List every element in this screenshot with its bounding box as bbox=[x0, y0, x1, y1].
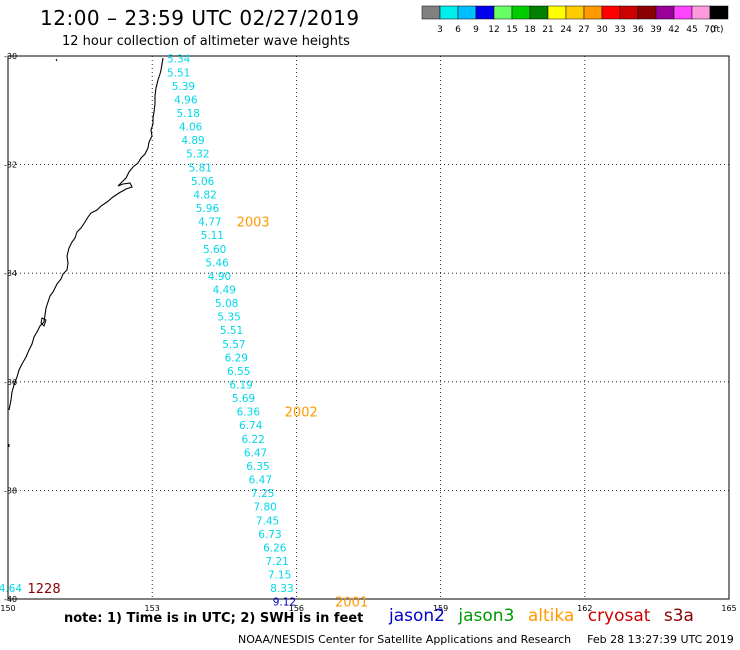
swh-label: 5.81 bbox=[189, 162, 212, 174]
swh-label: 5.06 bbox=[191, 176, 215, 188]
coastline-dot bbox=[55, 58, 58, 62]
lat-lon-grid bbox=[8, 56, 729, 599]
y-tick-label: -36 bbox=[4, 378, 17, 387]
legend-jason3: jason3 bbox=[458, 606, 515, 626]
colorbar: 3 6 9 12 15 18 21 24 27 30 33 36 39 42 45 70(ft) bbox=[421, 5, 729, 35]
swh-label: 4.64 bbox=[0, 583, 22, 595]
swh-label: 5.60 bbox=[203, 244, 226, 256]
x-tick-label: 156 bbox=[289, 604, 304, 613]
wave-measurements: 5.345.515.394.965.184.064.895.325.815.06… bbox=[0, 54, 296, 609]
y-tick-label: -34 bbox=[4, 269, 17, 278]
credit-line: NOAA/NESDIS Center for Satellite Applica… bbox=[238, 633, 734, 646]
y-tick-label: -40 bbox=[4, 595, 17, 604]
time-labels: 2003 2002 2001 1228 bbox=[28, 216, 369, 611]
pass-time-label: 1228 bbox=[28, 582, 61, 597]
colorbar-label: 33 bbox=[614, 25, 625, 35]
swh-label: 4.06 bbox=[179, 122, 203, 134]
coastline-island bbox=[40, 317, 47, 327]
swh-label: 6.19 bbox=[229, 380, 252, 392]
swh-label: 6.73 bbox=[258, 529, 281, 541]
swh-label: 4.82 bbox=[193, 189, 216, 201]
y-tick-label: -32 bbox=[4, 161, 17, 170]
colorbar-label: 15 bbox=[506, 25, 517, 35]
legend-altika: altika bbox=[527, 606, 575, 626]
swh-label: 4.89 bbox=[181, 135, 204, 147]
swh-label: 6.22 bbox=[241, 434, 264, 446]
colorbar-swatch bbox=[709, 5, 729, 20]
axis-ticks: 150 153 156 159 162 165 -30 -32 -34 -36 -38 -40 bbox=[0, 52, 736, 613]
colorbar-label: 36 bbox=[632, 25, 644, 35]
x-tick-label: 150 bbox=[0, 604, 15, 613]
page-title: 12:00 – 23:59 UTC 02/27/2019 bbox=[40, 6, 360, 30]
satellite-legend: jason2 jason3 altika cryosat s3a bbox=[389, 606, 702, 626]
swh-label: 5.69 bbox=[232, 393, 255, 405]
colorbar-label: 27 bbox=[578, 25, 589, 35]
colorbar-label: 39 bbox=[650, 25, 662, 35]
coastline bbox=[8, 57, 164, 411]
colorbar-label: 3 bbox=[437, 25, 443, 35]
swh-label: 5.35 bbox=[217, 312, 240, 324]
legend-jason2: jason2 bbox=[389, 606, 445, 626]
note: note: 1) Time is in UTC; 2) SWH is in fe… bbox=[64, 611, 364, 626]
y-tick-label: -38 bbox=[4, 486, 17, 495]
timestamp: Feb 28 13:27:39 UTC 2019 bbox=[587, 633, 734, 646]
colorbar-label: 21 bbox=[542, 25, 553, 35]
swh-label: 6.74 bbox=[239, 420, 263, 432]
swh-label: 5.18 bbox=[177, 108, 200, 120]
colorbar-label: 42 bbox=[668, 25, 679, 35]
x-tick-label: 162 bbox=[577, 604, 592, 613]
swh-label: 4.49 bbox=[213, 284, 236, 296]
legend-s3a: s3a bbox=[663, 606, 694, 626]
legend-cryosat: cryosat bbox=[587, 606, 651, 626]
x-tick-label: 165 bbox=[721, 604, 736, 613]
swh-label: 6.29 bbox=[225, 352, 248, 364]
swh-label: 5.57 bbox=[222, 339, 245, 351]
swh-label: 5.32 bbox=[186, 149, 209, 161]
colorbar-label: 12 bbox=[488, 25, 499, 35]
swh-label: 5.34 bbox=[167, 54, 191, 66]
colorbar-label: 18 bbox=[524, 25, 536, 35]
pass-time-label: 2003 bbox=[237, 216, 270, 231]
colorbar-label: 24 bbox=[560, 25, 572, 35]
swh-label: 4.77 bbox=[198, 217, 221, 229]
colorbar-label: 45 bbox=[686, 25, 697, 35]
y-tick-label: -30 bbox=[4, 52, 17, 61]
swh-label: 4.96 bbox=[174, 94, 198, 106]
colorbar-label: 30 bbox=[596, 25, 608, 35]
swh-label: 7.21 bbox=[265, 556, 288, 568]
swh-label: 5.96 bbox=[196, 203, 220, 215]
swh-label: 6.47 bbox=[244, 447, 267, 459]
swh-label: 8.33 bbox=[270, 583, 293, 595]
credit-text: NOAA/NESDIS Center for Satellite Applica… bbox=[238, 633, 572, 646]
x-tick-label: 159 bbox=[433, 604, 448, 613]
swh-label: 7.25 bbox=[251, 488, 274, 500]
colorbar-unit: (ft) bbox=[710, 25, 724, 35]
swh-label: 6.26 bbox=[263, 542, 287, 554]
swh-label: 6.35 bbox=[246, 461, 269, 473]
swh-label: 5.51 bbox=[220, 325, 243, 337]
swh-label: 6.47 bbox=[249, 475, 272, 487]
page-subtitle: 12 hour collection of altimeter wave hei… bbox=[62, 34, 350, 49]
swh-label: 7.15 bbox=[268, 570, 291, 582]
swh-label: 6.36 bbox=[237, 407, 261, 419]
swh-label: 5.46 bbox=[205, 257, 229, 269]
swh-label: 5.39 bbox=[172, 81, 195, 93]
swh-label: 5.51 bbox=[167, 67, 190, 79]
swh-label: 9.12 bbox=[273, 597, 296, 609]
swh-label: 6.55 bbox=[227, 366, 250, 378]
swh-label: 4.90 bbox=[208, 271, 231, 283]
pass-time-label: 2002 bbox=[285, 406, 318, 421]
swh-label: 7.45 bbox=[256, 515, 279, 527]
swh-label: 7.80 bbox=[253, 502, 276, 514]
colorbar-label: 9 bbox=[473, 25, 479, 35]
colorbar-label: 70 bbox=[704, 25, 716, 35]
pass-time-label: 2001 bbox=[335, 596, 368, 611]
swh-label: 5.11 bbox=[201, 230, 224, 242]
map-frame bbox=[7, 55, 730, 600]
x-tick-label: 153 bbox=[145, 604, 160, 613]
swh-label: 5.08 bbox=[215, 298, 238, 310]
colorbar-label: 6 bbox=[455, 25, 461, 35]
